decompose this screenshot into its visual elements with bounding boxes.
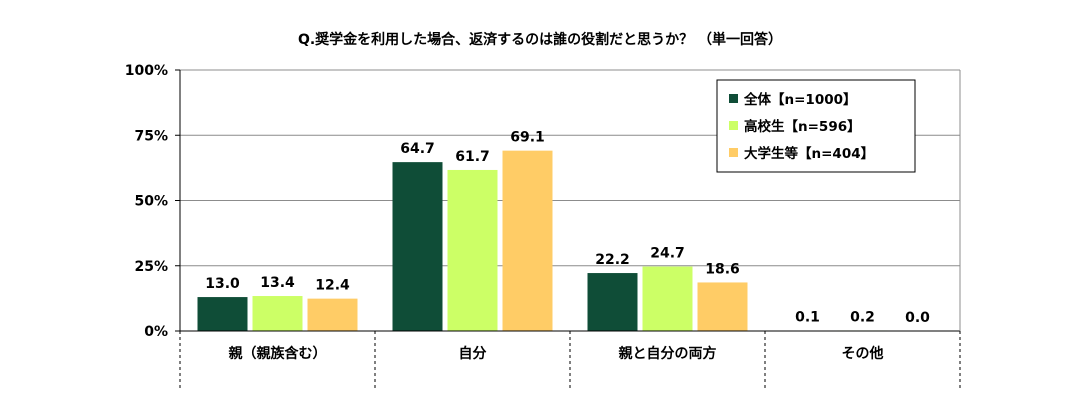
bar	[252, 296, 303, 331]
legend-label: 高校生【n=596】	[744, 118, 861, 135]
category-label: 親（親族含む）	[229, 345, 327, 362]
legend: 全体【n=1000】高校生【n=596】大学生等【n=404】	[716, 79, 916, 173]
gridlines	[180, 69, 960, 267]
data-label: 24.7	[650, 246, 685, 262]
y-tick-label: 0%	[144, 324, 168, 340]
category-label: その他	[842, 345, 884, 362]
bar	[447, 169, 498, 331]
category-label: 親と自分の両方	[619, 345, 717, 362]
data-label: 0.2	[850, 309, 875, 325]
bar	[392, 162, 443, 331]
data-label: 22.2	[595, 252, 630, 268]
data-label: 18.6	[705, 261, 740, 277]
legend-box	[716, 79, 916, 173]
bar	[197, 297, 248, 331]
legend-label: 全体【n=1000】	[743, 91, 857, 108]
bars	[197, 150, 888, 331]
category-label: 自分	[459, 345, 487, 362]
legend-swatch	[729, 121, 738, 130]
y-tick-label: 100%	[125, 63, 168, 79]
bar	[502, 150, 553, 331]
data-label: 13.0	[205, 276, 240, 292]
data-label: 69.1	[510, 130, 545, 146]
legend-swatch	[729, 94, 738, 103]
data-labels: 13.0 13.4 12.4 64.7 61.7 69.1 22.2 24.7 18.6 0.1 0…	[205, 130, 930, 326]
y-tick-label: 75%	[134, 128, 168, 144]
data-label: 12.4	[315, 278, 350, 294]
data-label: 0.1	[795, 310, 820, 326]
category-labels: 親（親族含む） 自分 親と自分の両方 その他	[229, 345, 884, 362]
y-tick-label: 50%	[134, 194, 168, 210]
bar	[642, 266, 693, 331]
bar	[307, 298, 358, 331]
data-label: 61.7	[455, 149, 490, 165]
chart-title: Q.奨学金を利用した場合、返済するのは誰の役割だと思うか？ （単一回答）	[298, 31, 782, 48]
axes	[179, 70, 961, 390]
y-tick-label: 25%	[134, 259, 168, 275]
y-axis-ticks: 0% 25% 50% 75% 100%	[125, 63, 180, 340]
bar	[697, 282, 748, 331]
legend-swatch	[729, 148, 738, 157]
legend-label: 大学生等【n=404】	[744, 145, 874, 162]
data-label: 13.4	[260, 275, 295, 291]
data-label: 64.7	[400, 141, 435, 157]
bar	[587, 273, 638, 331]
data-label: 0.0	[905, 310, 930, 326]
